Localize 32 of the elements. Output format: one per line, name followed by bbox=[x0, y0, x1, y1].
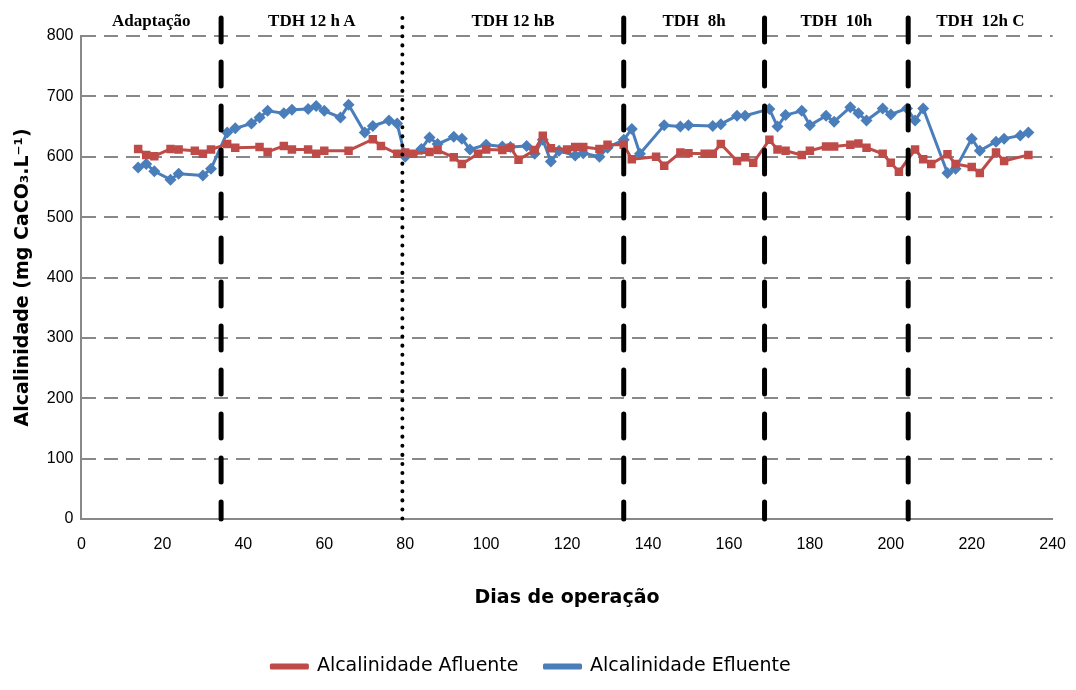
x-axis-title: Dias de operação bbox=[474, 584, 660, 607]
x-tick-label: 80 bbox=[396, 535, 415, 553]
text: TDH 8h bbox=[662, 10, 727, 30]
x-tick-label: 200 bbox=[877, 535, 905, 553]
text: TDH 10h bbox=[800, 10, 873, 30]
x-tick-label: 20 bbox=[153, 535, 172, 553]
x-tick-label: 120 bbox=[553, 535, 581, 553]
y-tick-label: 300 bbox=[46, 328, 74, 346]
x-tick-label: 240 bbox=[1039, 535, 1067, 553]
y-tick-label: 500 bbox=[46, 207, 74, 225]
x-tick-label: 180 bbox=[796, 535, 824, 553]
y-tick-label: 0 bbox=[64, 509, 74, 527]
x-tick-label: 140 bbox=[634, 535, 662, 553]
y-axis-title: Alcalinidade (mg CaCO₃.L⁻¹) bbox=[10, 128, 33, 427]
y-tick-label: 800 bbox=[46, 26, 74, 44]
x-tick-label: 160 bbox=[715, 535, 743, 553]
y-tick-label: 600 bbox=[46, 147, 74, 165]
text: TDH 12 hB bbox=[471, 10, 555, 30]
x-tick-label: 0 bbox=[77, 535, 87, 553]
y-tick-label: 100 bbox=[46, 449, 74, 467]
legend-label: Alcalinidade Efluente bbox=[590, 653, 791, 676]
y-tick-label: 200 bbox=[46, 388, 74, 406]
x-tick-label: 60 bbox=[315, 535, 334, 553]
legend-label: Alcalinidade Afluente bbox=[316, 653, 519, 676]
text: TDH 12h C bbox=[936, 10, 1025, 30]
text: TDH 12 h A bbox=[268, 10, 357, 30]
text: Adaptação bbox=[112, 10, 191, 30]
x-tick-label: 220 bbox=[958, 535, 986, 553]
x-tick-label: 100 bbox=[472, 535, 500, 553]
y-tick-label: 400 bbox=[46, 267, 74, 285]
x-tick-label: 40 bbox=[234, 535, 253, 553]
y-tick-label: 700 bbox=[46, 86, 74, 104]
